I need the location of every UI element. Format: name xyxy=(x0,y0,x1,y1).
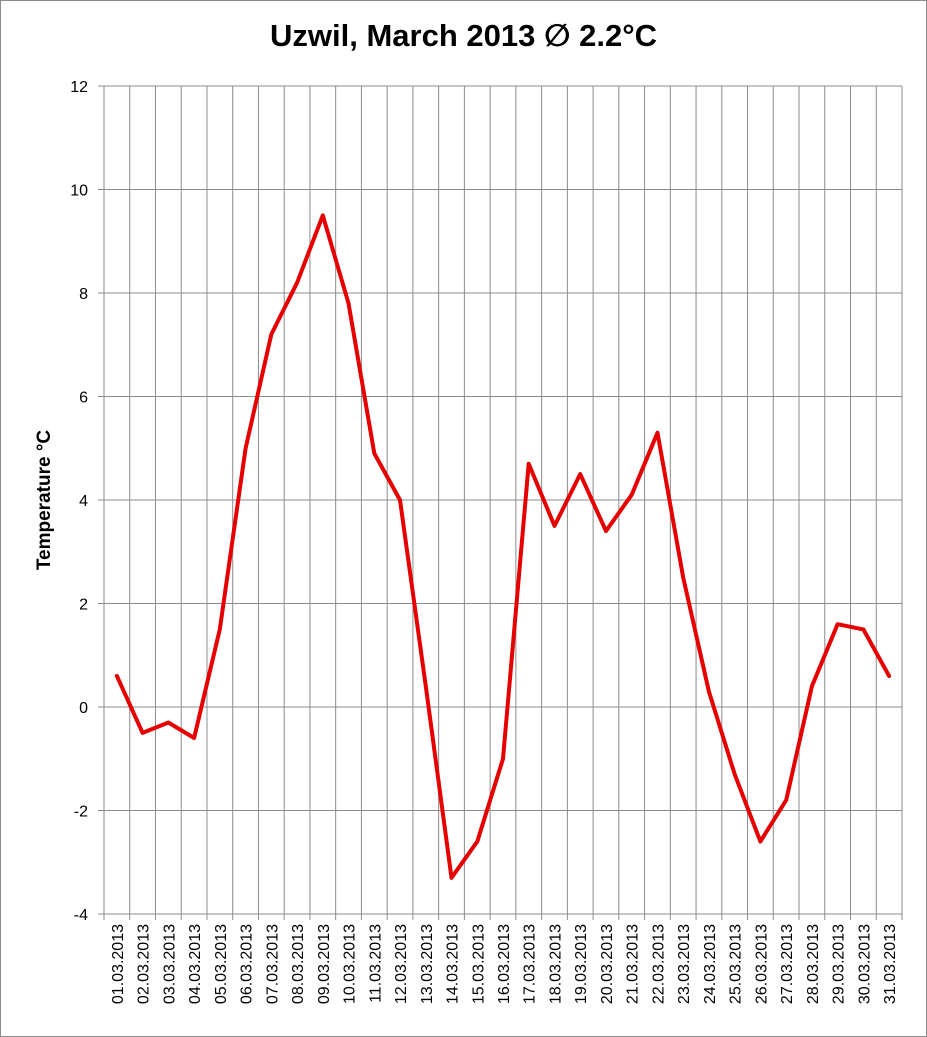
data-point xyxy=(681,576,685,580)
x-tick-label: 23.03.2013 xyxy=(676,924,693,1004)
x-tick-label: 06.03.2013 xyxy=(239,924,256,1004)
x-tick-label: 22.03.2013 xyxy=(650,924,667,1004)
x-tick-label: 11.03.2013 xyxy=(367,924,384,1003)
x-tick-label: 26.03.2013 xyxy=(753,924,770,1004)
x-tick-label: 05.03.2013 xyxy=(213,924,230,1004)
data-point xyxy=(424,684,428,688)
y-tick-label: 12 xyxy=(70,79,88,96)
data-point xyxy=(295,281,299,285)
x-tick-label: 31.03.2013 xyxy=(882,924,899,1004)
x-tick-label: 10.03.2013 xyxy=(342,924,359,1004)
x-tick-labels: 01.03.2013 02.03.2013 03.03.2013 04.03.2013… xyxy=(110,924,899,1004)
data-point xyxy=(527,462,531,466)
data-point xyxy=(887,674,891,678)
chart-title: Uzwil, March 2013 ∅ 2.2°C xyxy=(270,18,657,53)
x-tick-label: 12.03.2013 xyxy=(393,924,410,1004)
data-point xyxy=(321,213,325,217)
data-point xyxy=(758,840,762,844)
x-tick-label: 21.03.2013 xyxy=(625,924,642,1004)
y-tick-label: 6 xyxy=(79,390,88,407)
data-point xyxy=(475,840,479,844)
x-tick-label: 16.03.2013 xyxy=(496,924,513,1004)
data-point xyxy=(630,493,634,497)
data-point xyxy=(244,446,248,450)
x-tick-label: 17.03.2013 xyxy=(522,924,539,1004)
x-tick-label: 13.03.2013 xyxy=(419,924,436,1004)
horizontal-gridlines xyxy=(104,85,902,915)
data-point xyxy=(578,472,582,476)
data-point xyxy=(347,301,351,305)
data-point xyxy=(655,431,659,435)
y-tick-label: -4 xyxy=(74,907,88,924)
data-point xyxy=(784,798,788,802)
y-tick-label: 4 xyxy=(79,493,88,510)
x-tick-label: 30.03.2013 xyxy=(856,924,873,1004)
y-tick-label: 2 xyxy=(79,597,88,614)
x-tick-label: 14.03.2013 xyxy=(445,924,462,1004)
data-point xyxy=(166,721,170,725)
x-tick-label: 02.03.2013 xyxy=(136,924,153,1004)
y-tick-label: -2 xyxy=(74,804,88,821)
x-tick-label: 28.03.2013 xyxy=(805,924,822,1004)
vertical-gridlines xyxy=(103,86,903,920)
data-point xyxy=(836,622,840,626)
axes xyxy=(98,85,902,915)
data-point xyxy=(398,498,402,502)
data-point xyxy=(501,757,505,761)
x-tick-label: 19.03.2013 xyxy=(573,924,590,1004)
y-tick-label: 8 xyxy=(79,286,88,303)
data-point xyxy=(861,627,865,631)
x-tick-label: 08.03.2013 xyxy=(290,924,307,1004)
data-point xyxy=(810,684,814,688)
x-tick-label: 18.03.2013 xyxy=(547,924,564,1004)
y-tick-labels: -4 -2 0 2 4 6 8 10 12 xyxy=(70,79,88,924)
x-tick-label: 25.03.2013 xyxy=(728,924,745,1004)
data-point xyxy=(218,627,222,631)
x-tick-label: 29.03.2013 xyxy=(831,924,848,1004)
y-tick-label: 10 xyxy=(70,183,88,200)
x-tick-label: 27.03.2013 xyxy=(779,924,796,1004)
x-tick-label: 07.03.2013 xyxy=(264,924,281,1004)
data-point xyxy=(372,451,376,455)
data-point xyxy=(115,674,119,678)
data-point xyxy=(733,772,737,776)
x-tick-label: 01.03.2013 xyxy=(110,924,127,1004)
x-tick-label: 20.03.2013 xyxy=(599,924,616,1004)
x-tick-label: 04.03.2013 xyxy=(187,924,204,1004)
data-point xyxy=(141,731,145,735)
x-tick-label: 09.03.2013 xyxy=(316,924,333,1004)
x-tick-label: 15.03.2013 xyxy=(470,924,487,1004)
data-point xyxy=(450,876,454,880)
data-point xyxy=(707,689,711,693)
series xyxy=(114,213,892,880)
data-point xyxy=(192,736,196,740)
data-point xyxy=(552,524,556,528)
x-tick-label: 24.03.2013 xyxy=(702,924,719,1004)
x-tick-label: 03.03.2013 xyxy=(161,924,178,1004)
data-point xyxy=(604,529,608,533)
data-point xyxy=(269,332,273,336)
y-tick-label: 0 xyxy=(79,700,88,717)
